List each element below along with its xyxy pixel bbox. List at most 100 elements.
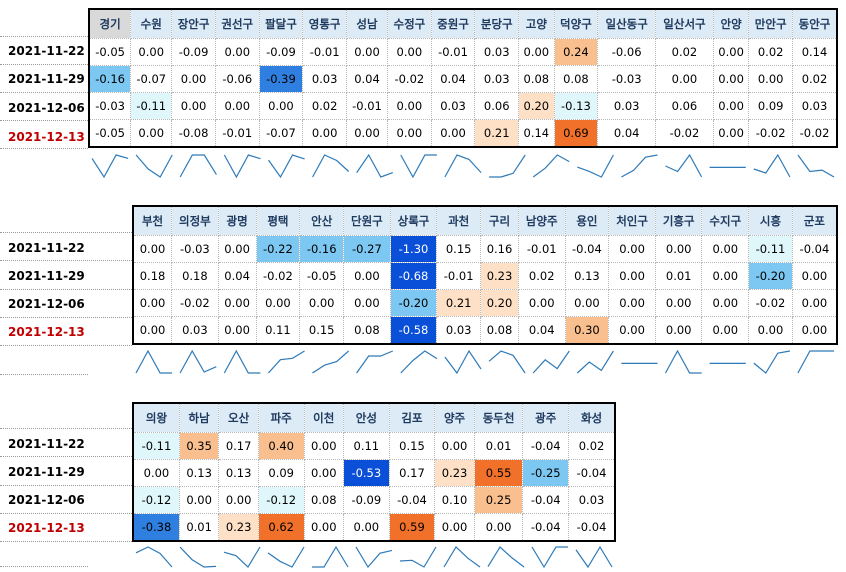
value-cell: 0.00 [130,38,173,66]
sparkline [575,545,613,569]
sparkline [179,546,217,568]
value-cell: -1.30 [389,235,438,263]
value-cell: 0.08 [303,486,345,514]
table-row: -0.11 0.35 0.17 0.40 0.00 0.11 0.15 0.00 0.01 -0.… [132,432,616,460]
region-header: 오산 [218,402,259,433]
value-cell: 0.00 [712,65,750,93]
value-cell: 0.00 [387,92,432,120]
value-cell: 0.00 [132,459,180,487]
value-cell: -0.04 [522,513,570,542]
sparkline [267,350,305,374]
value-cell: 0.35 [178,432,220,460]
value-cell: 0.08 [553,65,599,93]
value-cell: 0.00 [701,262,750,290]
value-cell: -0.05 [88,119,132,148]
value-cell: 0.00 [748,65,794,93]
value-cell: 0.13 [218,459,259,487]
value-cell: 0.00 [303,513,345,542]
region-header: 광명 [217,205,257,236]
region-header: 용인 [564,205,610,236]
value-cell: 0.08 [480,316,519,345]
value-cell: -0.27 [343,235,391,263]
region-header: 처인구 [608,205,656,236]
sparkline-row-3 [135,545,613,569]
value-cell: 0.09 [257,459,305,487]
table-row: -0.05 0.00 -0.08 -0.01 -0.07 0.00 0.00 0.00 0.00… [88,119,838,148]
region-header: 팔달구 [258,8,304,39]
value-cell: 0.04 [217,262,257,290]
table-row: 0.00 0.03 0.00 0.11 0.15 0.08 -0.58 0.03 0.08 0.0… [132,316,838,345]
value-cell: -0.05 [299,262,345,290]
sparkline-row-1 [91,153,835,179]
region-header: 분당구 [474,8,520,39]
value-cell: 0.30 [564,316,610,345]
value-cell: 0.00 [791,262,838,290]
region-header: 파주 [257,402,305,433]
value-cell: -0.11 [748,235,793,263]
value-cell: -0.12 [132,486,180,514]
value-cell: 0.09 [748,92,794,120]
sparkline [135,546,173,568]
region-header: 광주 [522,402,570,433]
row-divider [0,374,88,375]
row-divider [0,232,132,233]
sparkline [443,546,481,568]
value-cell: -0.53 [343,459,390,487]
sparkline [753,153,791,178]
value-cell: 0.03 [430,92,476,120]
value-cell: -0.02 [748,289,793,317]
value-cell: 0.00 [303,432,345,460]
value-cell: 0.00 [701,289,750,317]
value-cell: -0.02 [655,119,714,148]
region-header: 구리 [480,205,519,236]
value-cell: 0.00 [255,289,301,317]
value-cell: -0.02 [171,289,219,317]
value-cell: 0.00 [608,289,656,317]
region-header: 군포 [791,205,838,236]
value-cell: -0.06 [214,65,260,93]
value-cell: -0.20 [748,262,793,290]
value-cell: -0.02 [387,65,432,93]
value-cell: 0.01 [178,513,220,542]
value-cell: 0.00 [345,119,389,148]
sparkline [576,350,614,374]
value-cell: -0.38 [132,513,180,542]
value-cell: 0.15 [436,235,482,263]
region-header: 의왕 [132,402,180,433]
region-header: 안산 [299,205,345,236]
region-header: 경기 [88,8,132,39]
value-cell: 0.02 [792,65,838,93]
sparkline [91,154,129,179]
value-cell: 0.00 [430,119,476,148]
value-cell: 0.03 [792,92,838,120]
value-cell: 0.11 [255,316,301,345]
date-label-latest: 2021-12-13 [8,325,85,339]
value-cell: 0.00 [473,513,524,542]
value-cell: 0.23 [434,459,475,487]
region-header: 일산서구 [655,8,714,39]
value-cell: -0.13 [553,92,599,120]
region-header: 수원 [130,8,173,39]
region-header: 일산동구 [597,8,657,39]
region-header: 평택 [255,205,301,236]
region-header: 화성 [568,402,616,433]
value-cell: 0.00 [701,235,750,263]
value-cell: 0.00 [434,432,475,460]
row-divider [0,289,132,290]
value-cell: 0.00 [517,289,566,317]
value-cell: 0.00 [387,38,432,66]
value-cell: 0.04 [345,65,389,93]
sparkline [355,546,393,569]
date-label: 2021-11-22 [8,241,85,255]
region-header: 만안구 [748,8,794,39]
row-divider [0,260,132,261]
value-cell: -0.02 [748,119,794,148]
header-row: 경기 수원 장안구 권선구 팔달구 영통구 성남 수정구 중원구 분당구 고양 덕양구 일산동구 일산서구… [88,8,838,39]
value-cell: 0.21 [436,289,482,317]
value-cell: 0.00 [217,316,257,345]
sparkline [665,153,703,178]
region-header: 동두천 [473,402,524,433]
value-cell: 0.00 [132,289,173,317]
sparkline [577,154,614,178]
region-header: 수지구 [701,205,750,236]
